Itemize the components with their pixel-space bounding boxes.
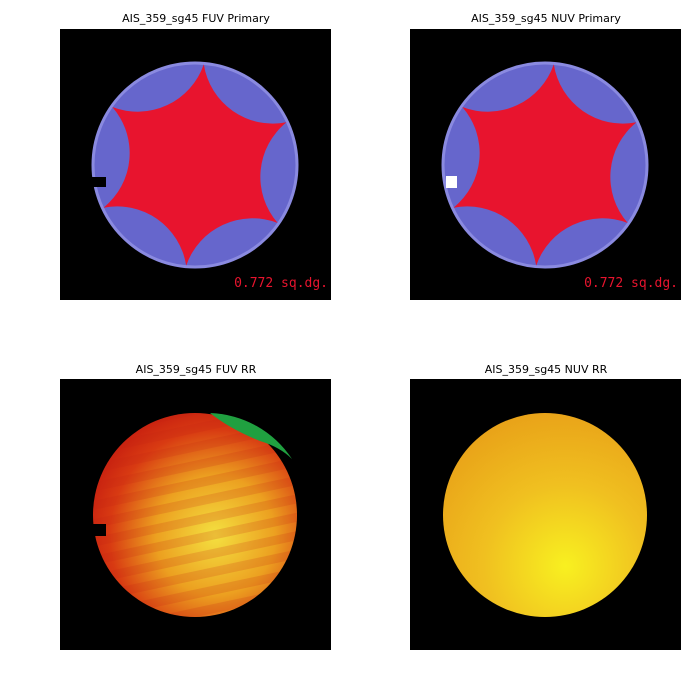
panel-title: AIS_359_sg45 NUV Primary bbox=[471, 12, 621, 25]
panel bbox=[60, 379, 331, 650]
masked-notch bbox=[90, 177, 106, 187]
panel-title: AIS_359_sg45 NUV RR bbox=[485, 363, 608, 376]
masked-notch bbox=[90, 524, 106, 536]
response-map bbox=[443, 413, 647, 617]
area-annotation: 0.772 sq.dg. bbox=[584, 276, 678, 291]
primary-region bbox=[103, 64, 287, 266]
edge-region bbox=[210, 413, 292, 459]
panel bbox=[410, 379, 681, 650]
panel-title: AIS_359_sg45 FUV Primary bbox=[122, 12, 270, 25]
primary-region bbox=[453, 64, 637, 266]
area-annotation: 0.772 sq.dg. bbox=[234, 276, 328, 291]
panel: 0.772 sq.dg. bbox=[410, 29, 681, 300]
masked-patch bbox=[446, 176, 457, 188]
panel: 0.772 sq.dg. bbox=[60, 29, 331, 300]
panel-title: AIS_359_sg45 FUV RR bbox=[136, 363, 257, 376]
response-stripes bbox=[93, 413, 297, 617]
